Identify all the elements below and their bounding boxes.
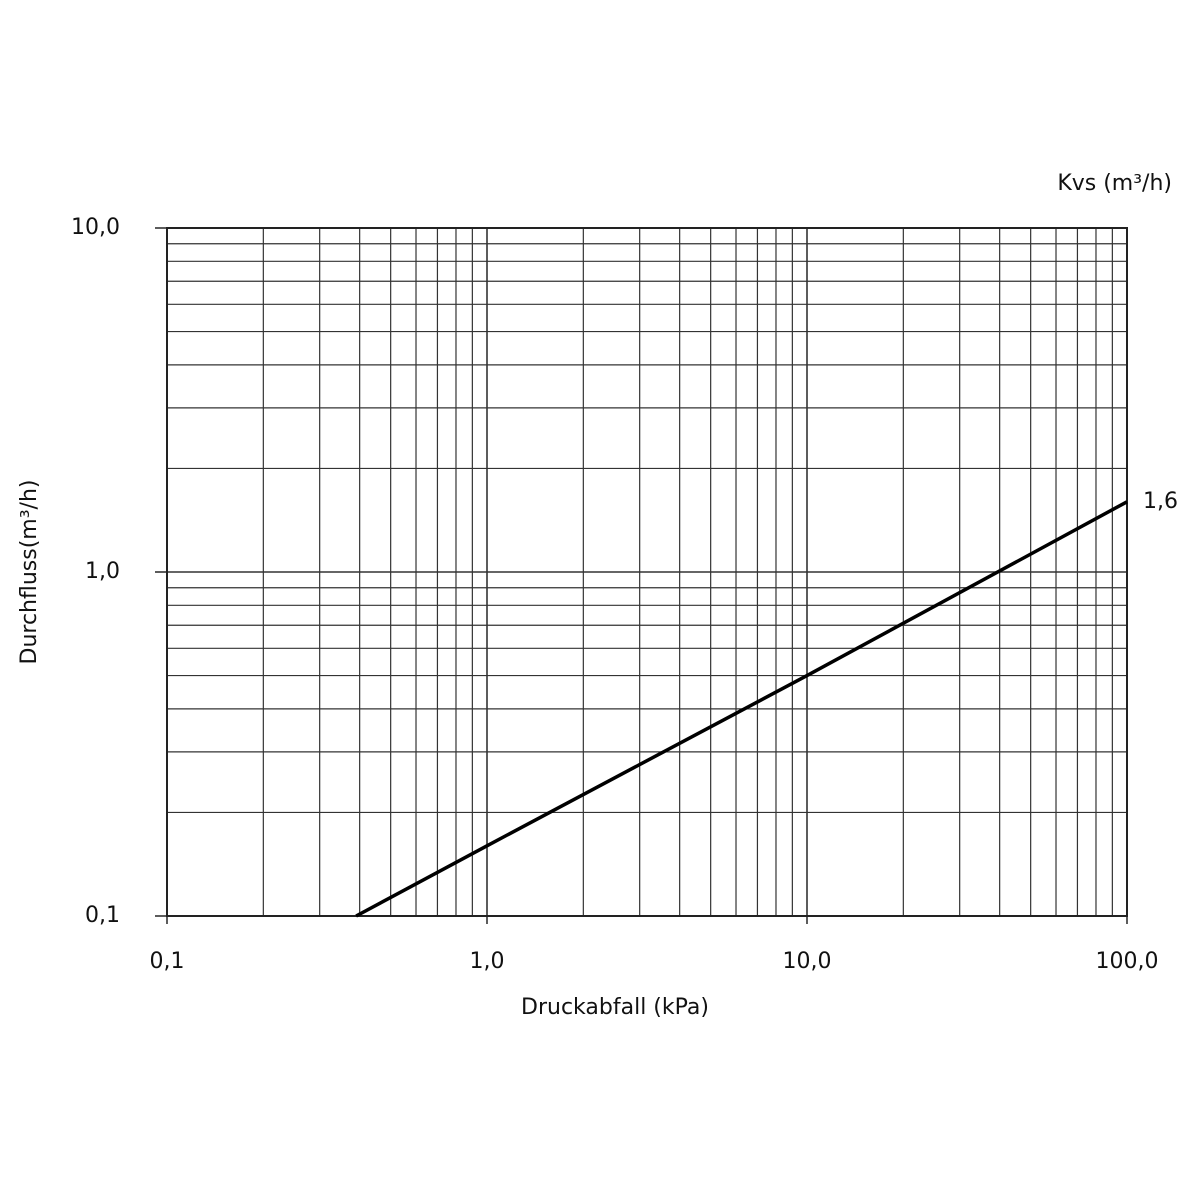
- plot-frame: [166, 227, 1128, 917]
- x-axis-label: Druckabfall (kPa): [521, 995, 709, 1020]
- x-tick-label: 100,0: [1096, 949, 1159, 974]
- y-axis-label: Durchfluss(m³/h): [17, 480, 42, 665]
- x-tick-label: 1,0: [470, 949, 505, 974]
- y-tick-label: 10,0: [71, 215, 120, 240]
- legend-title: Kvs (m³/h): [1057, 171, 1172, 196]
- x-tick-label: 10,0: [783, 949, 832, 974]
- series-line: [355, 500, 1128, 918]
- series-label: 1,6: [1143, 489, 1178, 514]
- x-tick-label: 0,1: [150, 949, 185, 974]
- y-tick-label: 1,0: [85, 559, 120, 584]
- y-tick-label: 0,1: [85, 903, 120, 928]
